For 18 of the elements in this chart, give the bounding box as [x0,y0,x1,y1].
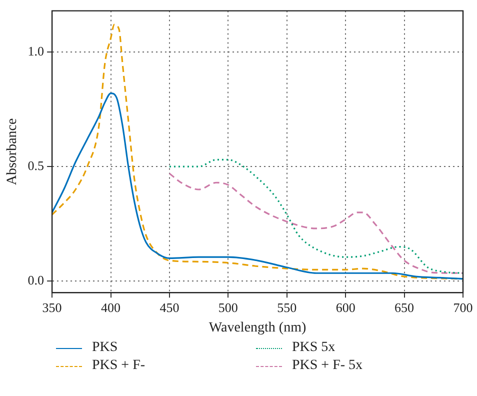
x-tick-label: 700 [453,300,473,315]
y-tick-label: 0.0 [28,272,44,288]
x-tick-label: 550 [277,300,297,315]
legend-label: PKS 5x [292,340,336,356]
x-tick-label: 600 [336,300,356,315]
x-tick-label: 500 [218,300,238,315]
line-series [52,92,463,280]
x-tick-label: 400 [101,300,121,315]
legend-label: PKS [92,340,118,356]
x-tick-label: 650 [394,300,414,315]
x-tick-label: 350 [42,300,62,315]
x-tick-label: 450 [160,300,180,315]
legend-label: PKS + F- [92,358,146,374]
legend-label: PKS + F- 5x [292,358,363,374]
x-axis-title: Wavelength (nm) [208,320,306,336]
y-tick-label: 1.0 [28,43,44,58]
y-axis-title: Absorbance [5,118,20,186]
y-tick-label: 0.5 [28,158,44,174]
